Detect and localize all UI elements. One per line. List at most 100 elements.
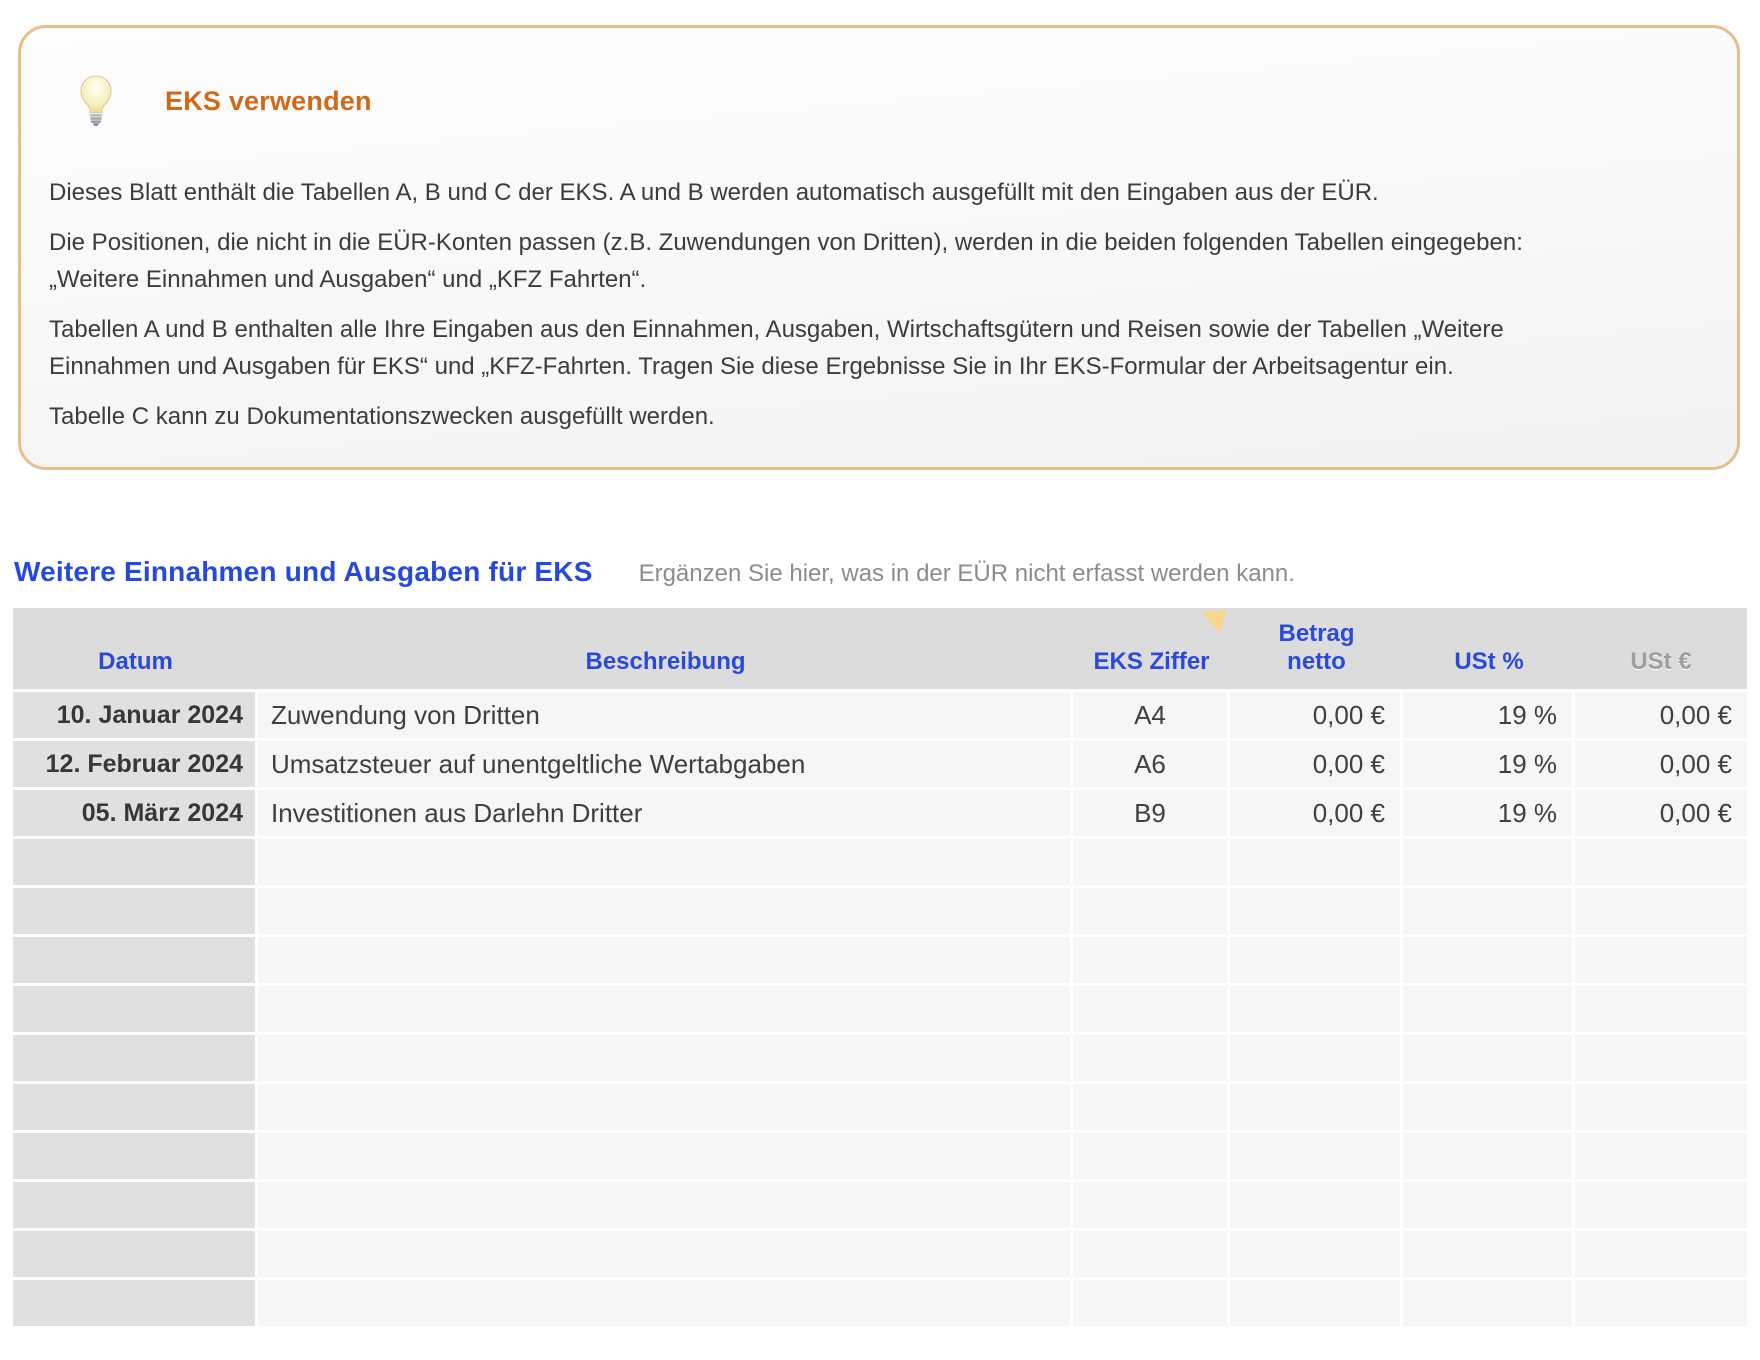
empty-cell[interactable] — [258, 1182, 1073, 1231]
cell-ust-euro[interactable]: 0,00 € — [1575, 741, 1747, 790]
info-box-header: EKS verwenden — [79, 75, 372, 127]
empty-cell[interactable] — [1575, 1084, 1747, 1133]
empty-cell[interactable] — [1403, 1182, 1575, 1231]
info-paragraph: Tabellen A und B enthalten alle Ihre Ein… — [49, 316, 1504, 380]
empty-cell[interactable] — [1403, 986, 1575, 1035]
cell-ust-euro[interactable]: 0,00 € — [1575, 692, 1747, 741]
empty-cell[interactable] — [1230, 1133, 1403, 1182]
empty-cell[interactable] — [1575, 1280, 1747, 1329]
empty-cell[interactable] — [1230, 937, 1403, 986]
empty-cell[interactable] — [1575, 1035, 1747, 1084]
section-subtitle: Ergänzen Sie hier, was in der EÜR nicht … — [638, 560, 1295, 587]
section-heading-row: Weitere Einnahmen und Ausgaben für EKS E… — [14, 556, 1744, 588]
cell-eks-ziffer[interactable]: A6 — [1073, 741, 1230, 790]
empty-cell[interactable] — [1403, 839, 1575, 888]
empty-cell[interactable] — [258, 839, 1073, 888]
column-header-datum[interactable]: Datum — [98, 648, 173, 675]
cell-beschreibung[interactable]: Umsatzsteuer auf unentgeltliche Wertabga… — [258, 741, 1073, 790]
empty-cell[interactable] — [1073, 986, 1230, 1035]
empty-cell[interactable] — [13, 1084, 258, 1133]
empty-cell[interactable] — [1073, 839, 1230, 888]
cell-betrag-netto[interactable]: 0,00 € — [1230, 692, 1403, 741]
cell-datum[interactable]: 05. März 2024 — [13, 790, 258, 839]
empty-cell[interactable] — [1575, 1182, 1747, 1231]
lightbulb-icon — [79, 75, 113, 127]
column-header-eks-ziffer[interactable]: EKS Ziffer — [1093, 648, 1210, 675]
empty-cell[interactable] — [1575, 986, 1747, 1035]
empty-cell[interactable] — [1403, 937, 1575, 986]
empty-cell[interactable] — [13, 1280, 258, 1329]
empty-cell[interactable] — [1073, 888, 1230, 937]
empty-cell[interactable] — [1230, 1084, 1403, 1133]
empty-cell[interactable] — [13, 888, 258, 937]
empty-cell[interactable] — [1403, 1084, 1575, 1133]
empty-cell[interactable] — [258, 1084, 1073, 1133]
cell-datum[interactable]: 10. Januar 2024 — [13, 692, 258, 741]
eks-table: Datum Beschreibung EKS Ziffer Betrag net… — [13, 608, 1747, 1329]
empty-cell[interactable] — [1230, 1231, 1403, 1280]
empty-cell[interactable] — [1073, 1084, 1230, 1133]
info-paragraph: Tabelle C kann zu Dokumentationszwecken … — [49, 403, 715, 430]
empty-cell[interactable] — [13, 839, 258, 888]
empty-cell[interactable] — [1575, 937, 1747, 986]
cell-eks-ziffer[interactable]: A4 — [1073, 692, 1230, 741]
empty-cell[interactable] — [1073, 1280, 1230, 1329]
empty-cell[interactable] — [1073, 1231, 1230, 1280]
empty-cell[interactable] — [258, 986, 1073, 1035]
empty-cell[interactable] — [258, 1035, 1073, 1084]
empty-cell[interactable] — [1230, 1035, 1403, 1084]
cell-betrag-netto[interactable]: 0,00 € — [1230, 741, 1403, 790]
empty-cell[interactable] — [1073, 1182, 1230, 1231]
empty-cell[interactable] — [13, 1133, 258, 1182]
empty-cell[interactable] — [258, 888, 1073, 937]
cell-ust-euro[interactable]: 0,00 € — [1575, 790, 1747, 839]
empty-cell[interactable] — [258, 937, 1073, 986]
empty-cell[interactable] — [1403, 888, 1575, 937]
info-box: EKS verwenden Dieses Blatt enthält die T… — [18, 25, 1740, 470]
empty-cell[interactable] — [258, 1231, 1073, 1280]
table-header-row: Datum Beschreibung EKS Ziffer Betrag net… — [13, 608, 1747, 692]
empty-cell[interactable] — [1403, 1280, 1575, 1329]
table-body: 10. Januar 2024 Zuwendung von Dritten A4… — [13, 692, 1747, 1329]
empty-cell[interactable] — [1230, 1280, 1403, 1329]
cell-ust-prozent[interactable]: 19 % — [1403, 790, 1575, 839]
cell-beschreibung[interactable]: Zuwendung von Dritten — [258, 692, 1073, 741]
empty-cell[interactable] — [1575, 839, 1747, 888]
empty-cell[interactable] — [1073, 1035, 1230, 1084]
empty-cell[interactable] — [13, 1035, 258, 1084]
empty-cell[interactable] — [1403, 1035, 1575, 1084]
empty-cell[interactable] — [258, 1133, 1073, 1182]
empty-cell[interactable] — [1575, 1231, 1747, 1280]
header-line-betrag: Betrag — [1278, 620, 1355, 647]
empty-cell[interactable] — [1230, 1182, 1403, 1231]
empty-cell[interactable] — [1230, 888, 1403, 937]
empty-cell[interactable] — [258, 1280, 1073, 1329]
cell-beschreibung[interactable]: Investitionen aus Darlehn Dritter — [258, 790, 1073, 839]
cell-betrag-netto[interactable]: 0,00 € — [1230, 790, 1403, 839]
empty-cell[interactable] — [1073, 1133, 1230, 1182]
empty-cell[interactable] — [1575, 888, 1747, 937]
empty-cell[interactable] — [13, 986, 258, 1035]
empty-cell[interactable] — [1230, 839, 1403, 888]
empty-cell[interactable] — [13, 1182, 258, 1231]
header-line-netto: netto — [1287, 648, 1346, 675]
info-paragraph: Dieses Blatt enthält die Tabellen A, B u… — [49, 179, 1379, 206]
cell-datum[interactable]: 12. Februar 2024 — [13, 741, 258, 790]
column-header-ust-euro[interactable]: USt € — [1630, 648, 1692, 675]
empty-cell[interactable] — [1403, 1231, 1575, 1280]
info-box-title: EKS verwenden — [165, 85, 372, 116]
empty-cell[interactable] — [13, 937, 258, 986]
column-header-beschreibung[interactable]: Beschreibung — [585, 648, 746, 675]
cell-eks-ziffer[interactable]: B9 — [1073, 790, 1230, 839]
column-header-ust-prozent[interactable]: USt % — [1454, 648, 1524, 675]
empty-cell[interactable] — [1575, 1133, 1747, 1182]
empty-cell[interactable] — [1230, 986, 1403, 1035]
cell-ust-prozent[interactable]: 19 % — [1403, 692, 1575, 741]
column-header-betrag-netto[interactable]: Betrag netto — [1230, 608, 1403, 689]
empty-cell[interactable] — [1403, 1133, 1575, 1182]
cell-ust-prozent[interactable]: 19 % — [1403, 741, 1575, 790]
section-title: Weitere Einnahmen und Ausgaben für EKS — [14, 556, 593, 587]
empty-cell[interactable] — [13, 1231, 258, 1280]
empty-cell[interactable] — [1073, 937, 1230, 986]
